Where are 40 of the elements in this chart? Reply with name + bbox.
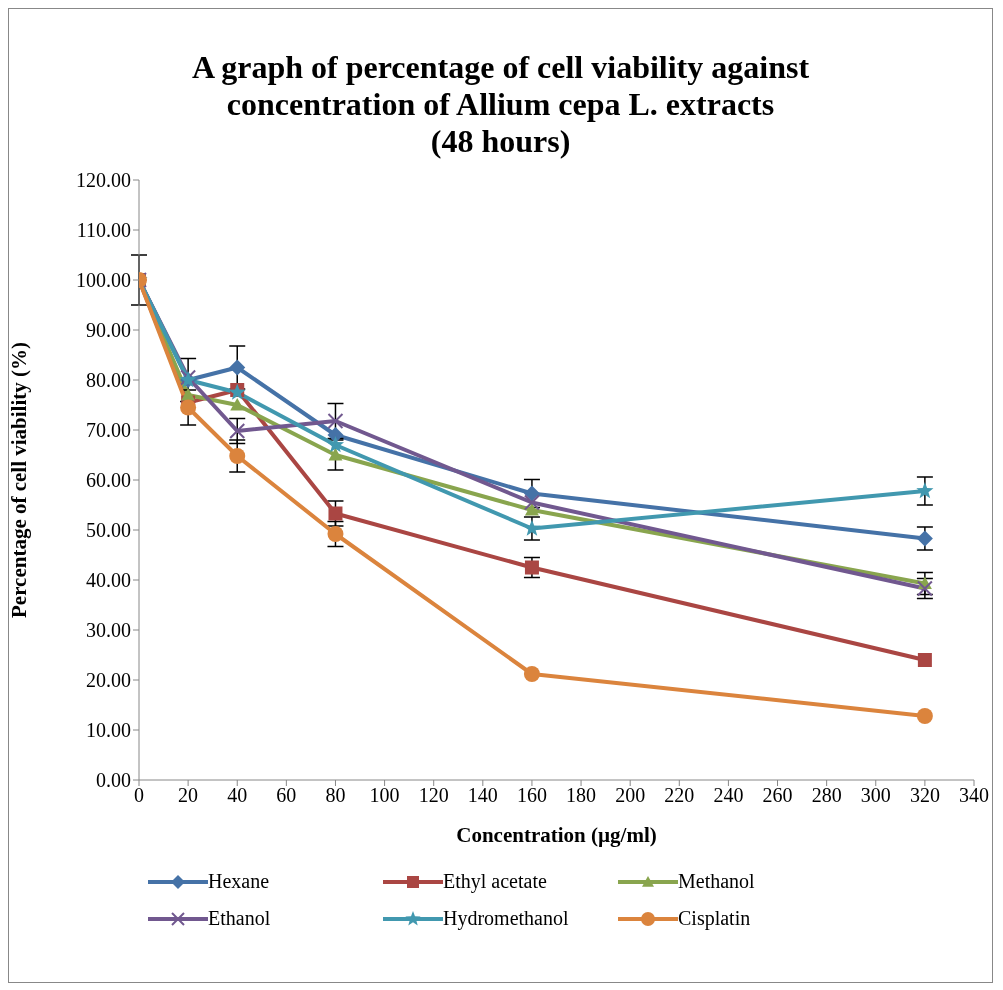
y-tick-label: 80.00 — [86, 369, 131, 392]
y-tick-label: 20.00 — [86, 669, 131, 692]
chart-title: A graph of percentage of cell viability against concentration of Allium cepa L. extracts (48 hours) — [190, 49, 811, 160]
x-tick-label: 140 — [467, 784, 498, 807]
legend-label: Hexane — [208, 870, 270, 893]
x-tick-label: 320 — [909, 784, 940, 807]
x-tick-label: 280 — [811, 784, 842, 807]
y-tick-label: 30.00 — [86, 619, 131, 642]
x-tick-label: 120 — [418, 784, 449, 807]
x-tick-label: 80 — [325, 784, 346, 807]
y-tick-label: 90.00 — [86, 319, 131, 342]
y-tick-label: 50.00 — [86, 519, 131, 542]
x-tick-label: 0 — [134, 784, 144, 807]
legend-label: Ethanol — [208, 907, 271, 930]
y-tick-label: 40.00 — [86, 569, 131, 592]
legend-label: Ethyl acetate — [443, 870, 547, 893]
x-axis-title: Concentration (µg/ml) — [456, 823, 657, 847]
y-tick-label: 110.00 — [76, 219, 131, 242]
x-tick-label: 240 — [713, 784, 744, 807]
x-tick-label: 100 — [369, 784, 400, 807]
x-tick-label: 340 — [959, 784, 989, 807]
x-tick-label: 20 — [178, 784, 199, 807]
x-tick-label: 160 — [516, 784, 547, 807]
x-tick-label: 40 — [227, 784, 248, 807]
y-axis-title: Percentage of cell viability (%) — [7, 341, 32, 619]
legend-label: Hydromethanol — [443, 907, 569, 930]
y-tick-label: 70.00 — [86, 419, 131, 442]
y-tick-label: 10.00 — [86, 719, 131, 742]
x-tick-label: 200 — [615, 784, 646, 807]
x-tick-label: 180 — [566, 784, 597, 807]
x-tick-label: 60 — [276, 784, 297, 807]
legend-label: Methanol — [678, 870, 755, 893]
y-tick-label: 0.00 — [96, 769, 131, 792]
legend-label: Cisplatin — [678, 907, 751, 930]
y-tick-label: 100.00 — [76, 269, 131, 292]
y-tick-label: 60.00 — [86, 469, 131, 492]
y-tick-label: 120.00 — [76, 169, 131, 192]
x-tick-label: 260 — [762, 784, 793, 807]
x-tick-label: 300 — [860, 784, 891, 807]
x-tick-label: 220 — [664, 784, 695, 807]
